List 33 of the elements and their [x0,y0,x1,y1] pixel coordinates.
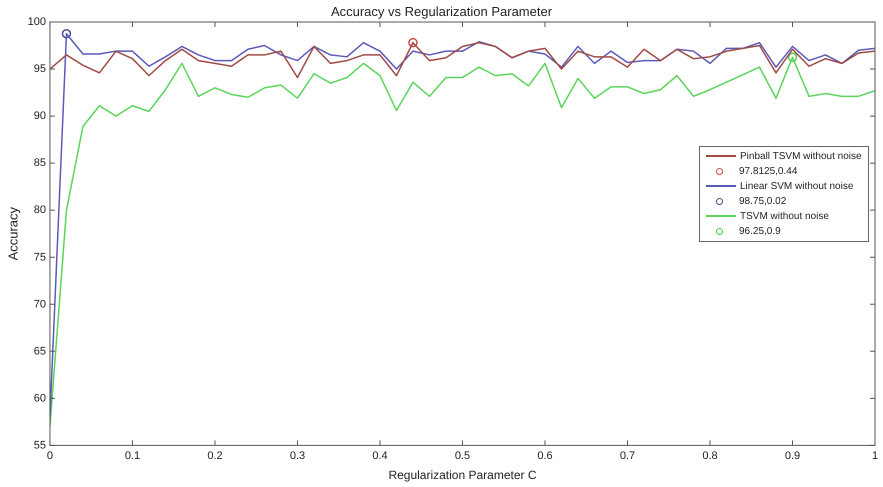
legend-label: TSVM without noise [740,210,829,222]
x-tick-label: 0.8 [702,450,718,462]
legend-label: 96.25,0.9 [739,226,781,237]
y-tick-label: 85 [34,157,46,170]
x-tick-label: 0.7 [620,450,636,462]
legend-label: Linear SVM without noise [740,180,854,192]
x-tick-label: 0.5 [454,450,470,462]
x-tick-label: 0.9 [784,450,800,462]
point [408,38,418,48]
y-tick-label: 55 [34,439,46,452]
y-tick-label: 90 [34,110,46,122]
x-tick-label: 0.6 [537,450,553,462]
x-tick-label: 0.1 [124,450,140,462]
legend-label: 98.75,0.02 [739,196,786,207]
x-axis-title: Regularization Parameter C [388,468,537,482]
y-axis-title: Accuracy [5,206,20,260]
y-tick-label: 75 [34,251,46,264]
chart-title: Accuracy vs Regularization Parameter [330,4,552,19]
point [62,29,72,39]
x-tick-label: 0 [46,450,54,462]
y-tick-label: 95 [34,63,46,76]
x-tick-label: 1 [872,450,878,462]
point [788,52,798,62]
y-tick-label: 65 [34,345,46,358]
y-tick-label: 100 [28,16,46,28]
legend-label: 97.8125,0.44 [739,166,798,177]
legend-label: Pinball TSVM without noise [740,150,862,162]
x-tick-label: 0.4 [372,450,388,462]
x-tick-label: 0.3 [290,450,306,462]
y-tick-label: 80 [34,204,46,216]
y-tick-label: 70 [34,298,46,310]
y-tick-label: 60 [34,392,46,404]
x-tick-label: 0.2 [207,450,223,462]
